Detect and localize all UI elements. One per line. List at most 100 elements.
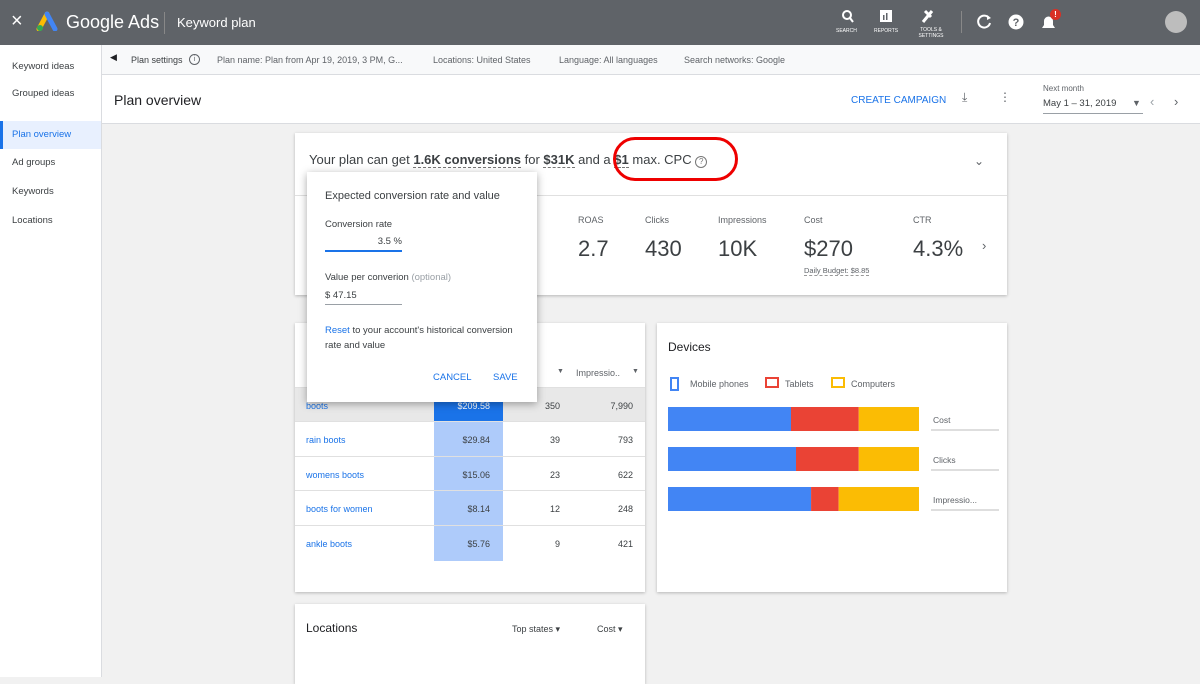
nav-item[interactable]: Ad groups (0, 149, 101, 177)
device-bar (668, 447, 796, 471)
nav-item[interactable]: Keyword ideas (0, 53, 101, 81)
date-range[interactable]: May 1 – 31, 2019 (1043, 98, 1116, 109)
hint: (optional) (411, 272, 451, 283)
metric-value: 10K (718, 236, 757, 262)
settings-item[interactable]: Search networks: Google (684, 55, 785, 65)
product-name: Google Ads (66, 12, 159, 33)
keyword[interactable]: rain boots (306, 435, 346, 445)
device-bar (796, 447, 859, 471)
text: Value per converion (325, 272, 409, 283)
more-icon[interactable]: ⋮ (999, 90, 1011, 104)
text: and a (578, 152, 611, 167)
range-label: Next month (1043, 84, 1084, 93)
input-underline (325, 304, 402, 305)
device-bar (839, 487, 919, 511)
text: for (525, 152, 540, 167)
cost: $15.06 (462, 470, 490, 480)
impressions: 7,990 (610, 401, 633, 411)
reset-link[interactable]: Reset (325, 325, 350, 336)
device-bar (859, 407, 919, 431)
clicks: 12 (550, 504, 560, 514)
device-bar (811, 487, 839, 511)
svg-text:?: ? (1013, 17, 1020, 29)
cost-note: Daily Budget: $8.85 (804, 266, 869, 276)
create-campaign[interactable]: CREATE CAMPAIGN (851, 95, 946, 106)
cancel-button[interactable]: CANCEL (433, 372, 472, 383)
header (102, 75, 1200, 124)
page-name: Keyword plan (177, 15, 256, 30)
device-bar (791, 407, 859, 431)
spend[interactable]: $31K (543, 152, 574, 168)
legend-label: Computers (851, 379, 896, 389)
nav-item[interactable]: Plan overview (0, 121, 101, 149)
rate-input[interactable]: 3.5 % (325, 236, 402, 247)
device-bar (668, 487, 811, 511)
metric-value: 430 (645, 236, 682, 262)
sort-arrow[interactable]: ▼ (632, 368, 639, 375)
expand-icon[interactable]: ⌄ (974, 154, 984, 168)
settings-item[interactable]: Locations: United States (433, 55, 531, 65)
dropdown-arrow[interactable]: ▼ (1132, 98, 1141, 108)
avatar[interactable] (1165, 11, 1187, 33)
underline (1043, 113, 1143, 114)
legend-swatch (766, 378, 778, 387)
logo (36, 11, 58, 31)
settings-item[interactable]: Plan settings (131, 55, 183, 65)
badge: ! (1050, 9, 1061, 20)
locations-title: Locations (306, 621, 357, 635)
input-underline (325, 250, 402, 252)
nav-item[interactable]: Locations (0, 207, 101, 235)
prev-arrow[interactable]: ‹ (1150, 94, 1154, 109)
sidebar: Keyword ideasGrouped ideas Plan overviewA… (0, 45, 102, 677)
legend-swatch (671, 378, 678, 390)
cost: $8.14 (467, 504, 490, 514)
filter[interactable]: Cost ▾ (597, 624, 623, 635)
metric-label: Impressions (718, 215, 767, 225)
tool-label[interactable]: REPORTS (874, 28, 898, 34)
settings-item[interactable]: Language: All languages (559, 55, 658, 65)
tool-label[interactable]: TOOLS & SETTINGS (916, 27, 946, 39)
divider (164, 12, 165, 34)
collapse-arrow[interactable]: ◀ (110, 52, 117, 63)
clicks: 23 (550, 470, 560, 480)
next-metrics[interactable]: › (982, 238, 986, 253)
cost: $29.84 (462, 435, 490, 445)
tool-label[interactable]: SEARCH (836, 28, 857, 34)
metric-label: Cost (804, 215, 823, 225)
filter[interactable]: Top states ▾ (512, 624, 560, 635)
device-bar (859, 447, 919, 471)
filter-label[interactable]: Top states (512, 624, 553, 634)
keyword[interactable]: boots for women (306, 504, 373, 514)
metric-value: 2.7 (578, 236, 609, 262)
keyword[interactable]: boots (306, 401, 328, 411)
nav-item[interactable]: Grouped ideas (0, 80, 101, 108)
column-header[interactable]: Impressio.. (576, 368, 620, 378)
impressions: 421 (618, 539, 633, 549)
download-icon[interactable]: ⤓ (962, 90, 967, 105)
metric-label: CTR (913, 215, 932, 225)
row-label: Impressio... (933, 495, 977, 505)
close-button[interactable]: × (11, 10, 23, 33)
page-title: Plan overview (114, 92, 201, 108)
conversions[interactable]: 1.6K conversions (413, 152, 521, 168)
sort-arrow[interactable]: ▼ (557, 368, 564, 375)
divider (961, 11, 962, 33)
table-row: boots for women $8.14 12 248 (295, 490, 645, 525)
legend-label: Mobile phones (690, 379, 749, 389)
clicks: 350 (545, 401, 560, 411)
next-arrow[interactable]: › (1174, 94, 1178, 109)
devices-chart: Mobile phonesTabletsComputersCostClicksI… (657, 323, 1007, 592)
nav-item[interactable]: Keywords (0, 178, 101, 206)
keyword[interactable]: womens boots (306, 470, 364, 480)
impressions: 622 (618, 470, 633, 480)
row-label: Cost (933, 415, 951, 425)
field-label: Value per converion (optional) (325, 272, 451, 283)
impressions: 248 (618, 504, 633, 514)
text: to your account's historical conversion … (325, 325, 513, 351)
keyword[interactable]: ankle boots (306, 539, 352, 549)
value-input[interactable]: $ 47.15 (325, 290, 357, 301)
settings-item[interactable]: Plan name: Plan from Apr 19, 2019, 3 PM,… (217, 55, 403, 65)
filter-label[interactable]: Cost (597, 624, 616, 634)
save-button[interactable]: SAVE (493, 372, 518, 383)
